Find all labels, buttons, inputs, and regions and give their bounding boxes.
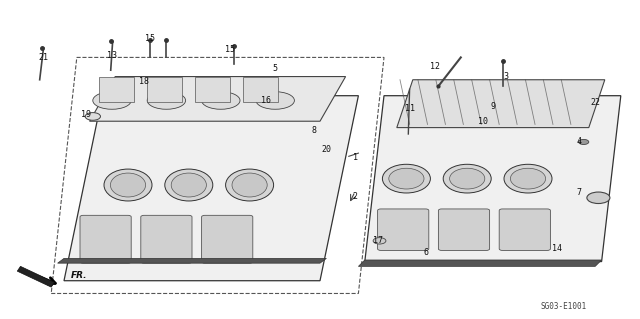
Circle shape [85, 113, 100, 120]
Ellipse shape [443, 164, 492, 193]
Text: 11: 11 [404, 104, 415, 113]
Text: 20: 20 [321, 145, 332, 154]
Bar [195, 77, 230, 102]
Polygon shape [64, 96, 358, 281]
Text: 14: 14 [552, 244, 562, 253]
Text: 6: 6 [423, 248, 428, 256]
FancyBboxPatch shape [202, 215, 253, 263]
Polygon shape [358, 260, 602, 266]
Polygon shape [397, 80, 605, 128]
Ellipse shape [388, 168, 424, 189]
Ellipse shape [111, 173, 146, 197]
FancyBboxPatch shape [438, 209, 490, 250]
Text: 7: 7 [577, 189, 582, 197]
Text: 19: 19 [81, 110, 92, 119]
Text: 3: 3 [503, 72, 508, 81]
Polygon shape [58, 258, 326, 263]
Text: SG03-E1001: SG03-E1001 [540, 302, 586, 311]
Ellipse shape [504, 164, 552, 193]
Polygon shape [17, 266, 54, 287]
Circle shape [373, 238, 386, 244]
Text: FR.: FR. [70, 271, 87, 279]
Ellipse shape [147, 92, 186, 109]
Text: 15: 15 [225, 45, 236, 54]
Bar [243, 77, 278, 102]
FancyBboxPatch shape [80, 215, 131, 263]
FancyBboxPatch shape [378, 209, 429, 250]
Text: 22: 22 [590, 98, 600, 107]
Ellipse shape [165, 169, 212, 201]
Circle shape [587, 192, 610, 204]
Ellipse shape [511, 168, 545, 189]
Ellipse shape [172, 173, 206, 197]
Ellipse shape [232, 173, 268, 197]
Text: 17: 17 [372, 236, 383, 245]
FancyBboxPatch shape [141, 215, 192, 263]
Bar [147, 77, 182, 102]
Text: 16: 16 [260, 96, 271, 105]
Polygon shape [365, 96, 621, 262]
Bar [99, 77, 134, 102]
Text: 2: 2 [353, 192, 358, 201]
Text: 8: 8 [311, 126, 316, 135]
Text: 4: 4 [577, 137, 582, 146]
Text: 13: 13 [107, 51, 117, 60]
FancyBboxPatch shape [499, 209, 550, 250]
Ellipse shape [93, 92, 131, 109]
Text: 5: 5 [273, 64, 278, 73]
Ellipse shape [104, 169, 152, 201]
Text: 21: 21 [38, 53, 49, 62]
Polygon shape [90, 77, 346, 121]
Ellipse shape [202, 92, 240, 109]
Circle shape [579, 139, 589, 145]
FancyArrowPatch shape [31, 274, 55, 284]
Text: 15: 15 [145, 34, 156, 43]
Text: 9: 9 [490, 102, 495, 111]
Text: 12: 12 [430, 63, 440, 71]
Ellipse shape [449, 168, 485, 189]
Ellipse shape [383, 164, 431, 193]
Text: 1: 1 [353, 153, 358, 162]
Text: 18: 18 [139, 77, 149, 86]
Ellipse shape [226, 169, 274, 201]
Ellipse shape [256, 92, 294, 109]
Text: 10: 10 [478, 117, 488, 126]
